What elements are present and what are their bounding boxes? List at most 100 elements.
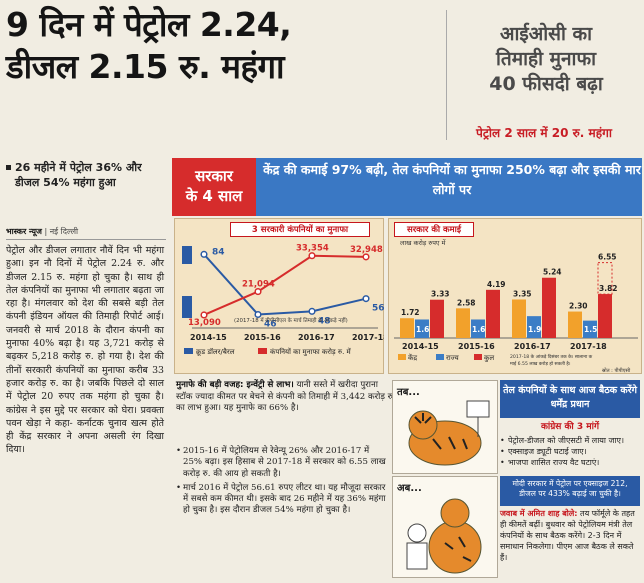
projected-label: 6.55 [598, 253, 617, 262]
x-tick-label: 2016-17 [298, 333, 335, 342]
profit-label: 21,094 [242, 280, 275, 290]
byline: भास्कर न्यूज | नई दिल्ली [6, 226, 166, 240]
lead-bullet: 26 महीने में पेट्रोल 36% और डीजल 54% महं… [15, 161, 142, 189]
legend-swatch [474, 354, 482, 360]
tiger-sitting-cartoon-icon [406, 498, 482, 574]
chart-note: 2017-18 के आंकड़े दिसंबर तक के। सालाना क [510, 353, 593, 360]
bar-label: 1.72 [401, 308, 420, 317]
tiger-cartoon-icon [408, 400, 490, 466]
left-article-body: पेट्रोल और डीजल लगातार नौवें दिन भी महंग… [6, 245, 164, 456]
cartoon-label-bottom: अब... [397, 483, 422, 494]
cartoon-bottom: अब... [392, 476, 498, 578]
mid-bullet-1: 2015-16 में पेट्रोलियम से रेवेन्यू 26% औ… [176, 446, 390, 480]
badge-line-1: सरकार [195, 167, 233, 185]
x-tick-label: 2015-16 [458, 342, 495, 351]
legend-profit: कंपनियों का मुनाफा करोड़ रु. में [270, 347, 352, 356]
profit-line-point [362, 253, 370, 261]
revenue-chart: 1.72 1.61 3.33 2014-15 2.58 1.61 4.19 2015-16 3.… [394, 253, 638, 374]
profit-line-point [254, 288, 262, 296]
crude-line-point [254, 310, 262, 319]
banner-text: केंद्र की कमाई 97% बढ़ी, तेल कंपनियों का… [263, 162, 641, 197]
revenue-chart-title: सरकार की कमाई [394, 222, 474, 237]
profit-line-point [200, 311, 208, 319]
crude-line-point [200, 250, 208, 258]
legend-swatch [436, 354, 444, 360]
crude-line-point [362, 295, 370, 303]
bar-कुल [598, 294, 612, 338]
bar-label: 1.90 [528, 325, 547, 334]
right-box-head: तेल कंपनियों के साथ आज बैठक करेंगे धर्मे… [500, 380, 640, 418]
x-tick-label: 2016-17 [514, 342, 551, 351]
projected-bar [597, 262, 613, 295]
profit-label: 33,354 [296, 244, 329, 254]
cartoon-top: तब... [392, 380, 498, 474]
badge-line-2: के 4 साल [185, 187, 243, 205]
banner-badge: सरकार के 4 साल [172, 158, 256, 216]
main-headline: 9 दिन में पेट्रोल 2.24, डीजल 2.15 रु. मह… [6, 4, 444, 88]
congress-title: कांग्रेस की 3 मांगें [540, 422, 600, 432]
x-tick-label: 2017-18 [570, 342, 607, 351]
congress-demands: कांग्रेस की 3 मांगें पेट्रोल-डीजल को जीए… [500, 420, 640, 468]
headline-line-1: 9 दिन में पेट्रोल 2.24, [6, 5, 292, 44]
bar-label: 1.61 [416, 325, 435, 334]
side-headline-line-3: 40 फीसदी बढ़ा [489, 73, 603, 95]
side-headline-line-1: आईओसी का [499, 23, 593, 45]
revenue-unit: लाख करोड़ रुपए में [400, 239, 446, 247]
bar-कुल [486, 289, 500, 338]
legend-crude: क्रूड डॉलर/बैरल [196, 347, 235, 356]
legend-label: केंद्र [408, 353, 417, 362]
bar-राज्य [471, 319, 485, 338]
excise-strip: मोदी सरकार में पेट्रोल पर एक्साइज 212, ड… [500, 476, 640, 506]
crude-line [203, 253, 367, 316]
chart-note-2: माई 6.55 लाख करोड़ हो सकती है। [510, 360, 571, 367]
bar-label: 5.24 [543, 268, 562, 277]
quote-text: तय फॉर्मूले के तहत ही कीमतें बढ़ीं। बुधव… [500, 509, 635, 562]
mid-story-text: यानी सस्ते में खरीदा पुराना स्टॉक ज्यादा… [176, 380, 396, 414]
x-tick-label: 2017-18 [352, 333, 384, 342]
bar-केंद्र [456, 308, 470, 338]
bar-केंद्र [568, 311, 582, 338]
profit-label: 32,948 [350, 245, 383, 255]
bar-label: 1.61 [472, 325, 491, 334]
barrel-icon [182, 296, 192, 318]
legend-swatch [398, 354, 406, 360]
bar-label: 1.51 [584, 325, 603, 334]
x-tick-label: 2014-15 [190, 333, 227, 342]
bar-label: 3.82 [599, 284, 618, 293]
bar-label: 3.35 [513, 289, 532, 298]
byline-place: नई दिल्ली [49, 227, 79, 236]
chart-source: स्रोत : पीपीएसी [602, 367, 631, 374]
amit-shah-quote: जवाब में अमित शाह बोले: तय फॉर्मूले के त… [500, 508, 640, 563]
bar-राज्य [527, 316, 541, 338]
barrel-icon [182, 246, 192, 264]
chart-note: (2017-18 में बीपीसीएल के मार्च तिमाही के… [234, 317, 348, 324]
profit-line [203, 254, 367, 316]
legend-swatch-crude [184, 348, 193, 354]
bar-कुल [542, 277, 556, 338]
bar-label: 3.33 [431, 290, 450, 299]
x-tick-label: 2015-16 [244, 333, 281, 342]
x-tick-label: 2014-15 [402, 342, 439, 351]
crude-label: 48 [318, 316, 331, 326]
cartoon-label-top: तब... [397, 387, 420, 398]
side-headline-line-2: तिमाही मुनाफा [495, 48, 597, 70]
legend-swatch-profit [258, 348, 267, 354]
mid-story: मुनाफे की बड़ी वजह: इन्वेंट्री से लाभ। य… [176, 380, 396, 415]
headline-line-2: डीजल 2.15 रु. महंगा [6, 47, 285, 86]
bar-label: 4.19 [487, 280, 506, 289]
profit-line-point [308, 252, 316, 260]
profit-chart-title: 3 सरकारी कंपनियों का मुनाफा [230, 222, 370, 237]
profit-chart-panel [174, 218, 384, 374]
bar-label: 2.30 [569, 302, 588, 311]
crude-line-point [308, 307, 316, 315]
bullet-square-icon [6, 165, 11, 170]
column-divider [446, 10, 447, 140]
profit-chart: 84 46 48 56 13,090 21,094 33,354 32,948 2014-15 2… [182, 244, 384, 356]
demand-1: पेट्रोल-डीजल को जीएसटी में लाया जाए। [500, 435, 640, 446]
mid-story-bullets: 2015-16 में पेट्रोलियम से रेवेन्यू 26% औ… [176, 446, 390, 520]
quote-lead: जवाब में अमित शाह बोले: [500, 509, 578, 518]
mid-bullet-2: मार्च 2016 में पेट्रोल 56.61 रुपए लीटर थ… [176, 483, 390, 517]
bar-label: 2.58 [457, 298, 476, 307]
mid-story-lead: मुनाफे की बड़ी वजह: इन्वेंट्री से लाभ। [176, 380, 294, 390]
demand-2: एक्साइज ड्यूटी घटाई जाए। [500, 446, 640, 457]
